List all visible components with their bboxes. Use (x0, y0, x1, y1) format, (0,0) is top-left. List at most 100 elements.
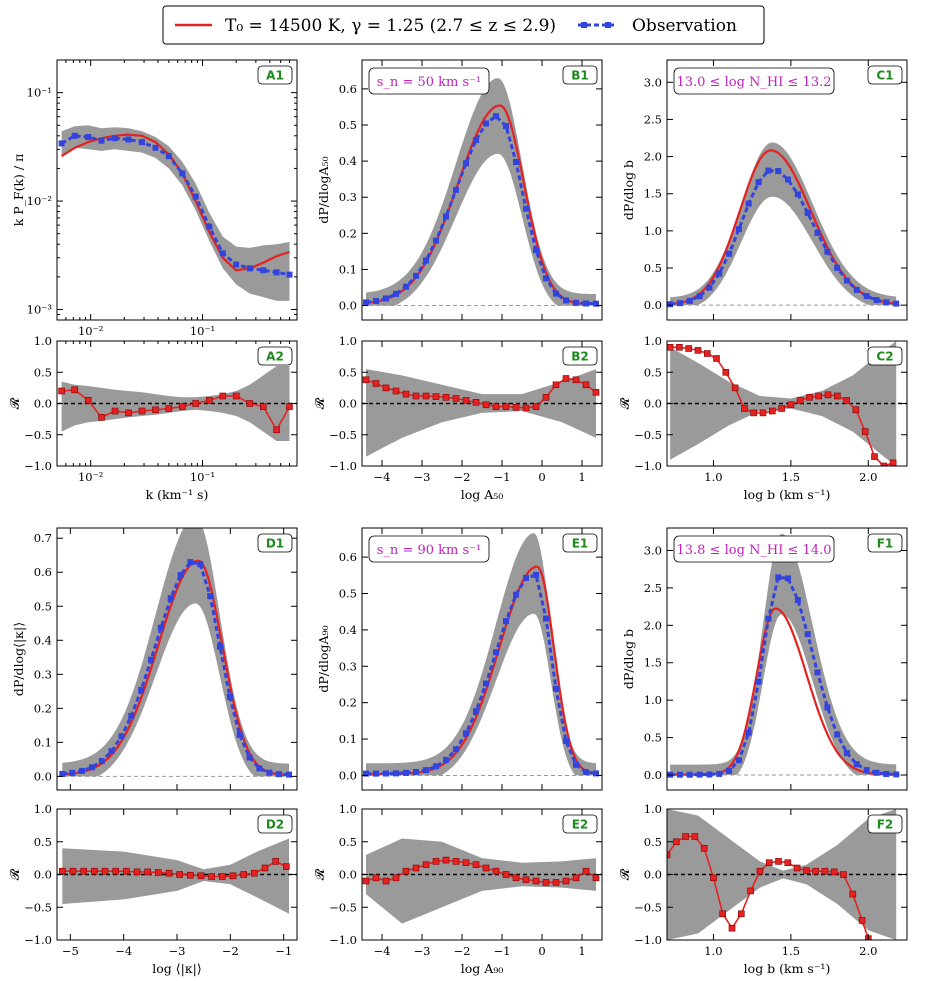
residual-point (849, 890, 857, 898)
residual-point (682, 833, 689, 840)
plot-area (362, 838, 602, 924)
y-tick-label: 0.0 (339, 768, 357, 782)
residual-point (532, 403, 540, 410)
residual-point (522, 404, 530, 412)
y-tick-label: 0.5 (34, 599, 52, 613)
obs-point (443, 213, 449, 220)
plot-area (667, 142, 907, 308)
y-axis-label: 𝓡 (617, 867, 632, 880)
y-tick-label: 3.0 (644, 75, 662, 89)
residual-point (562, 375, 570, 382)
obs-point (433, 763, 439, 770)
residual-point (112, 867, 119, 875)
y-tick-label: 3.0 (644, 543, 662, 557)
panel-tag: C1 (876, 69, 893, 83)
residual-point (208, 873, 215, 880)
obs-point (233, 261, 240, 268)
obs-point (256, 765, 263, 772)
obs-point (863, 293, 870, 300)
residual-point (796, 397, 804, 404)
residual-point (592, 874, 600, 882)
x-axis-label: log b (km s⁻¹) (744, 961, 831, 976)
residual-point (852, 406, 860, 414)
x-tick-label: −3 (169, 944, 186, 958)
legend-model-label: T₀ = 14500 K, γ = 1.25 (2.7 ≤ z ≤ 2.9) (225, 16, 556, 36)
residual-point (392, 874, 400, 882)
obs-point (363, 770, 369, 777)
y-tick-label: 0.1 (339, 732, 357, 746)
residual-point (793, 864, 801, 872)
obs-point (775, 574, 782, 581)
residual-point (372, 874, 380, 882)
obs-point (139, 139, 145, 146)
residual-point (871, 453, 878, 460)
obs-point (593, 300, 599, 307)
obs-point (814, 669, 821, 676)
residual-point (747, 887, 754, 895)
residual-point (472, 398, 480, 406)
residual-point (672, 838, 680, 846)
x-axis-label: log b (km s⁻¹) (744, 487, 831, 502)
obs-point (217, 643, 223, 650)
y-tick-label: 0.3 (34, 667, 52, 681)
y-tick-label: 1.0 (34, 334, 52, 348)
model-line (670, 607, 897, 776)
obs-point (373, 770, 379, 777)
obs-point (696, 771, 703, 778)
obs-point (433, 237, 439, 244)
x-tick-label: 1.5 (782, 470, 800, 484)
x-axis-label: log A₅₀ (461, 487, 504, 502)
obs-point (473, 137, 479, 143)
obs-point (676, 771, 683, 778)
error-band (62, 528, 289, 777)
residual-point (803, 867, 810, 874)
x-tick-label: −1 (275, 944, 292, 958)
plot-area (57, 366, 297, 441)
residual-point (667, 343, 674, 351)
y-tick-label: 1.0 (34, 802, 52, 816)
obs-point (423, 257, 429, 264)
residual-point (713, 355, 720, 362)
y-tick-label: 0.1 (339, 262, 357, 276)
residual-point (259, 403, 267, 410)
y-tick-label: 10⁻¹ (27, 86, 52, 100)
residual-point (219, 873, 226, 880)
obs-point (69, 769, 76, 776)
residual-point (806, 393, 813, 401)
obs-point (853, 286, 860, 293)
x-tick-label: 10⁻² (78, 470, 103, 484)
y-tick-label: 0.7 (34, 531, 52, 545)
obs-point (804, 209, 811, 216)
y-tick-label: 0.0 (34, 868, 52, 882)
obs-point (844, 277, 850, 284)
obs-point (148, 656, 154, 663)
error-band (366, 533, 596, 776)
obs-point (676, 300, 683, 307)
residual-point (592, 388, 600, 396)
obs-point (219, 250, 226, 257)
residual-point (502, 871, 510, 878)
x-tick-label: −3 (414, 470, 431, 484)
obs-point (583, 769, 589, 775)
x-tick-label: −2 (454, 470, 471, 484)
residual-point (700, 844, 708, 852)
obs-line (366, 573, 597, 776)
residual-point (741, 405, 748, 412)
residual-point (144, 868, 151, 876)
y-tick-label: 0.0 (34, 769, 52, 783)
obs-point (463, 160, 469, 167)
panel-a1: 10⁻³ 10⁻² 10⁻¹ 10⁻² 10⁻¹ k P_F(k) / π A1 (11, 59, 298, 338)
x-tick-label: −2 (222, 944, 239, 958)
obs-point (483, 120, 489, 127)
annotation-text: 13.8 ≤ log N_HI ≤ 14.0 (677, 543, 832, 558)
obs-point (383, 295, 389, 302)
y-axis-label: 𝓡 (312, 867, 327, 880)
error-band (670, 341, 897, 466)
y-tick-label: 0.5 (644, 731, 662, 745)
y-tick-label: −0.5 (24, 900, 52, 914)
residual-point (824, 391, 832, 399)
obs-point (844, 750, 850, 757)
y-tick-label: 0.0 (339, 868, 357, 882)
annotation-box (368, 535, 490, 563)
